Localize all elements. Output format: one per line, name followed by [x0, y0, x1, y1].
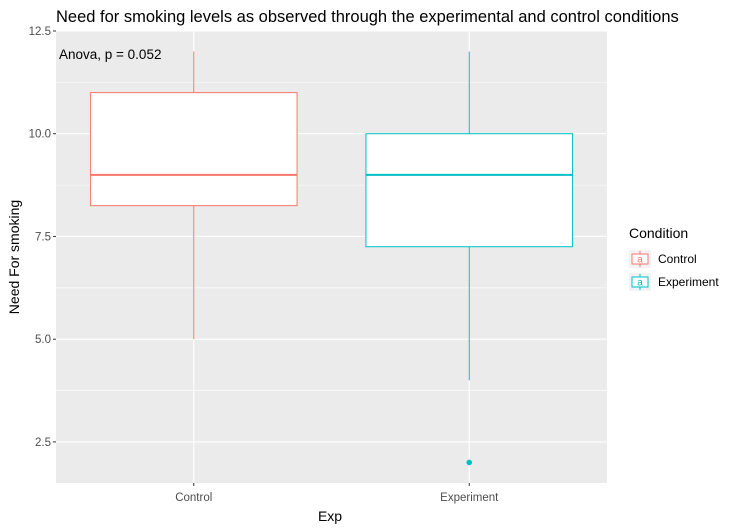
chart-title: Need for smoking levels as observed thro…	[56, 8, 679, 26]
legend-label: Experiment	[658, 275, 719, 289]
plot-panel: Anova, p = 0.052	[56, 30, 607, 483]
legend-key-box	[631, 253, 649, 265]
legend-label: Control	[658, 252, 697, 266]
legend-title: Condition	[629, 225, 688, 241]
legend-key-box	[631, 276, 649, 288]
x-tick-label: Experiment	[440, 492, 499, 504]
anova-annotation: Anova, p = 0.052	[59, 47, 161, 62]
x-axis: Control Experiment	[175, 483, 499, 504]
outlier-point	[466, 459, 473, 466]
y-axis: 2.5 5.0 7.5 10.0 12.5	[29, 26, 56, 449]
legend: Condition a Control a Experiment	[629, 225, 719, 291]
y-tick-label: 12.5	[29, 26, 51, 38]
box-control	[89, 51, 298, 340]
legend-key-symbol: a	[637, 278, 643, 289]
legend-key-control: a	[629, 250, 651, 268]
legend-key-experiment: a	[629, 273, 651, 291]
x-tick-label: Control	[175, 492, 212, 504]
x-axis-title: Exp	[318, 508, 342, 524]
y-tick-label: 5.0	[35, 334, 51, 346]
y-axis-title: Need For smoking	[6, 200, 22, 314]
iqr-box	[365, 133, 574, 248]
box-experiment	[365, 51, 574, 466]
y-tick-label: 7.5	[35, 231, 51, 243]
iqr-box	[89, 92, 298, 207]
y-tick-label: 10.0	[29, 129, 51, 141]
y-tick-label: 2.5	[35, 437, 51, 449]
legend-key-symbol: a	[637, 255, 643, 266]
